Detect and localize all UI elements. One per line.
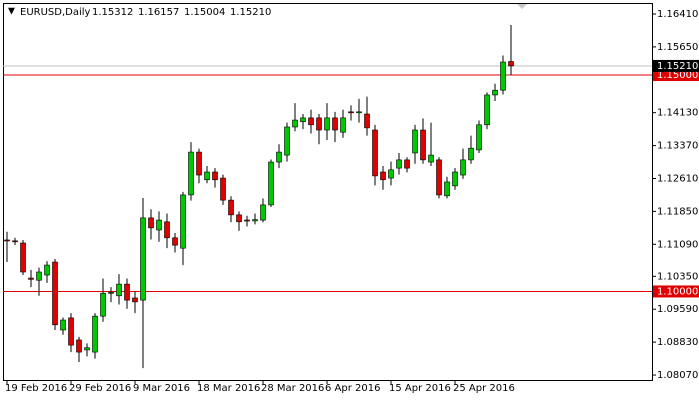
y-tick-label: 1.08830 — [657, 337, 698, 348]
y-tick-label: 1.13370 — [657, 141, 698, 152]
plot-frame — [3, 3, 653, 381]
bull-body — [452, 171, 458, 187]
x-tick-label: 29 Feb 2016 — [69, 383, 131, 394]
bear-body — [372, 129, 378, 177]
x-tick-label: 28 Mar 2016 — [261, 383, 324, 394]
level-box — [653, 285, 699, 298]
shift-marker — [517, 4, 527, 9]
bull-body — [300, 117, 306, 123]
bear-body — [164, 221, 170, 239]
x-tick-label: 9 Mar 2016 — [133, 383, 190, 394]
bull-body — [60, 319, 66, 331]
header-value: 1.16157 — [138, 7, 179, 18]
x-tick-label: 25 Apr 2016 — [453, 383, 515, 394]
bear-body — [132, 297, 138, 303]
bull-body — [108, 292, 114, 294]
x-tick-label: 15 Apr 2016 — [389, 383, 451, 394]
x-tick-label: 6 Apr 2016 — [325, 383, 380, 394]
bear-body — [68, 317, 74, 346]
y-tick-label: 1.10350 — [657, 271, 698, 282]
bull-body — [252, 219, 258, 222]
collapse-arrow[interactable]: ▼ — [8, 7, 15, 17]
bull-body — [484, 94, 490, 126]
bear-body — [404, 159, 410, 169]
bear-body — [228, 199, 234, 216]
bull-body — [140, 217, 146, 301]
bear-body — [420, 129, 426, 161]
y-tick-label: 1.08070 — [657, 370, 698, 381]
header-value: 1.15004 — [184, 7, 225, 18]
bull-body — [428, 154, 434, 163]
y-tick-label: 1.14130 — [657, 108, 698, 119]
bull-body — [356, 111, 362, 114]
bear-body — [148, 217, 154, 229]
bear-body — [308, 117, 314, 126]
bear-body — [348, 111, 354, 114]
bull-body — [396, 159, 402, 169]
bear-body — [52, 261, 58, 326]
bear-body — [508, 61, 514, 67]
symbol: EURUSD,Daily — [20, 7, 91, 18]
bull-body — [284, 126, 290, 156]
bear-body — [364, 113, 370, 129]
x-tick-label: 18 Mar 2016 — [197, 383, 260, 394]
bear-body — [196, 151, 202, 176]
bull-body — [292, 119, 298, 128]
bull-body — [84, 347, 90, 351]
bear-body — [20, 242, 26, 273]
bear-body — [4, 239, 10, 242]
bull-body — [204, 171, 210, 181]
bull-body — [412, 129, 418, 154]
level-label: 1.15000 — [657, 70, 698, 81]
bull-body — [260, 204, 266, 221]
bear-body — [124, 283, 130, 301]
bear-body — [236, 214, 242, 223]
bear-body — [380, 171, 386, 181]
bull-body — [180, 194, 186, 249]
bear-body — [12, 240, 18, 243]
bull-body — [340, 117, 346, 133]
bull-body — [460, 159, 466, 176]
level-box — [653, 69, 699, 82]
bull-body — [100, 292, 106, 317]
bear-body — [172, 237, 178, 246]
header-value: 1.15210 — [230, 7, 271, 18]
bull-body — [500, 61, 506, 91]
bull-body — [444, 181, 450, 197]
y-tick-label: 1.09590 — [657, 304, 698, 315]
bear-body — [436, 159, 442, 196]
bear-body — [212, 171, 218, 181]
bull-body — [324, 117, 330, 131]
bull-body — [36, 271, 42, 281]
bull-body — [476, 124, 482, 151]
bear-body — [28, 277, 34, 280]
y-tick-label: 1.12610 — [657, 173, 698, 184]
bull-body — [276, 151, 282, 163]
y-tick-label: 1.15650 — [657, 42, 698, 53]
bear-body — [220, 177, 226, 201]
bear-body — [316, 117, 322, 131]
bear-body — [244, 219, 250, 222]
y-tick-label: 1.11090 — [657, 239, 698, 250]
bear-body — [332, 117, 338, 131]
bull-body — [92, 315, 98, 353]
bull-body — [116, 283, 122, 297]
x-tick-label: 19 Feb 2016 — [5, 383, 67, 394]
bull-body — [492, 89, 498, 96]
bear-body — [76, 339, 82, 353]
bull-body — [188, 151, 194, 196]
bull-body — [388, 169, 394, 179]
bull-body — [268, 161, 274, 206]
bull-body — [156, 219, 162, 231]
bull-body — [44, 264, 50, 276]
level-label: 1.15210 — [657, 61, 698, 72]
bull-body — [468, 147, 474, 161]
level-box — [653, 59, 699, 72]
y-tick-label: 1.11850 — [657, 206, 698, 217]
header-value: 1.15312 — [92, 7, 133, 18]
level-label: 1.10000 — [657, 286, 698, 297]
y-tick-label: 1.16410 — [657, 9, 698, 20]
